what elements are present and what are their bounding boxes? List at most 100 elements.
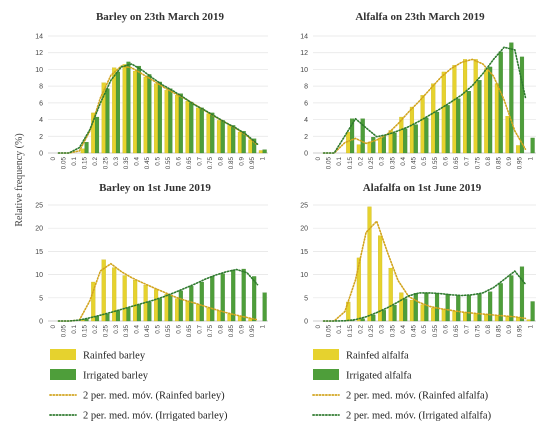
bar-irrigated bbox=[168, 88, 173, 154]
x-tick-label: 0.85 bbox=[228, 157, 235, 170]
bar-rainfed bbox=[175, 95, 180, 154]
bar-irrigated bbox=[220, 273, 225, 322]
moving-average-irrigated bbox=[322, 46, 527, 154]
bar-irrigated bbox=[189, 101, 194, 154]
x-tick-label: 0 bbox=[50, 325, 57, 329]
legend-label: Rainfed alfalfa bbox=[346, 351, 409, 362]
bar-irrigated bbox=[210, 276, 215, 322]
bar-irrigated bbox=[392, 305, 397, 322]
legend-entry: 2 per. med. móv. (Irrigated alfalfa) bbox=[312, 411, 492, 422]
chart-panel-2: Alfalfa on 23th March 2019 0 2 4 6 8 10 12 14 0 0.… bbox=[300, 11, 536, 169]
bar-rainfed bbox=[227, 125, 232, 154]
x-tick-label: 0.7 bbox=[197, 157, 204, 166]
bar-rainfed bbox=[367, 206, 372, 322]
bar-rainfed bbox=[494, 315, 499, 322]
x-tick-label: 1 bbox=[259, 157, 266, 161]
bar-irrigated bbox=[403, 298, 408, 322]
bar-irrigated bbox=[105, 88, 110, 154]
y-tick-label: 25 bbox=[300, 203, 308, 210]
x-tick-label: 0.8 bbox=[218, 325, 225, 334]
x-tick-label: 0.2 bbox=[92, 325, 99, 334]
bar-irrigated bbox=[178, 290, 183, 322]
bar-rainfed bbox=[195, 304, 201, 322]
y-tick-label: 15 bbox=[35, 249, 43, 256]
bar-irrigated bbox=[456, 98, 461, 154]
bar-irrigated bbox=[413, 124, 418, 154]
x-tick-label: 0.3 bbox=[379, 325, 386, 334]
legend-entry: Rainfed alfalfa bbox=[313, 349, 409, 362]
bar-rainfed bbox=[441, 71, 446, 154]
x-tick-label: 0.15 bbox=[81, 325, 88, 338]
legend-entry: Irrigated barley bbox=[50, 369, 149, 382]
bar-irrigated bbox=[157, 81, 162, 154]
bar-rainfed bbox=[356, 144, 361, 154]
bar-irrigated bbox=[189, 286, 194, 322]
x-tick-label: 0.25 bbox=[102, 157, 109, 170]
moving-average-irrigated bbox=[322, 269, 527, 322]
legend-2: Rainfed alfalfa Irrigated alfalfa 2 per. m… bbox=[312, 349, 492, 422]
bar-irrigated bbox=[530, 301, 535, 322]
y-tick-label: 0 bbox=[39, 319, 43, 326]
y-tick-label: 10 bbox=[35, 272, 43, 279]
x-tick-label: 0.85 bbox=[496, 325, 503, 338]
x-tick-label: 0.5 bbox=[421, 325, 428, 334]
bar-irrigated bbox=[241, 131, 246, 154]
x-tick-label: 0.6 bbox=[442, 157, 449, 166]
bar-rainfed bbox=[237, 316, 242, 322]
legend-entry: 2 per. med. móv. (Irrigated barley) bbox=[49, 411, 228, 422]
x-tick-label: 0.6 bbox=[176, 157, 183, 166]
y-tick-label: 0 bbox=[304, 319, 308, 326]
x-tick-label: 0.1 bbox=[336, 157, 343, 166]
bar-irrigated bbox=[350, 118, 355, 154]
x-tick-label: 0.9 bbox=[506, 157, 513, 166]
bar-rainfed bbox=[216, 120, 222, 154]
x-tick-label: 0.5 bbox=[421, 157, 428, 166]
y-tick-label: 0 bbox=[304, 151, 308, 158]
y-tick-label: 20 bbox=[35, 226, 43, 233]
x-tick-label: 0.65 bbox=[453, 325, 460, 338]
bar-rainfed bbox=[526, 319, 531, 322]
y-tick-label: 6 bbox=[39, 100, 43, 107]
x-tick-label: 0.05 bbox=[326, 157, 333, 170]
x-tick-label: 0.2 bbox=[92, 157, 99, 166]
x-tick-label: 0.15 bbox=[81, 157, 88, 170]
bar-irrigated bbox=[434, 293, 440, 322]
x-tick-label: 0.9 bbox=[506, 325, 513, 334]
x-tick-label: 0.35 bbox=[123, 325, 130, 338]
bar-irrigated bbox=[371, 136, 376, 154]
bar-rainfed bbox=[409, 299, 415, 322]
bar-rainfed bbox=[91, 281, 96, 322]
y-tick-label: 10 bbox=[300, 67, 308, 74]
x-tick-label: 0.7 bbox=[464, 157, 471, 166]
x-tick-label: 0.4 bbox=[134, 157, 141, 166]
bar-rainfed bbox=[133, 70, 138, 154]
legend-swatch bbox=[313, 369, 339, 380]
x-tick-label: 0.45 bbox=[411, 157, 418, 170]
legend-1: Rainfed barley Irrigated barley 2 per. med… bbox=[49, 349, 228, 422]
x-tick-label: 0.2 bbox=[357, 157, 364, 166]
bar-irrigated bbox=[360, 318, 365, 322]
bar-irrigated bbox=[105, 313, 110, 322]
x-tick-label: 0 bbox=[315, 157, 322, 161]
y-tick-label: 25 bbox=[35, 203, 43, 210]
x-tick-label: 0.45 bbox=[144, 157, 151, 170]
x-tick-label: 0.45 bbox=[144, 325, 151, 338]
bar-rainfed bbox=[164, 293, 169, 322]
bar-rainfed bbox=[431, 83, 436, 154]
x-tick-label: 0.6 bbox=[442, 325, 449, 334]
x-tick-label: 0.2 bbox=[357, 325, 364, 334]
bar-irrigated bbox=[126, 307, 131, 322]
bar-rainfed bbox=[378, 137, 383, 154]
x-tick-label: 0.7 bbox=[197, 325, 204, 334]
bar-rainfed bbox=[356, 257, 361, 322]
bar-irrigated bbox=[477, 80, 482, 154]
bar-rainfed bbox=[399, 116, 404, 154]
x-tick-label: 0.15 bbox=[347, 325, 354, 338]
x-tick-label: 0 bbox=[50, 157, 57, 161]
y-tick-label: 8 bbox=[304, 84, 308, 91]
bar-rainfed bbox=[516, 145, 521, 154]
bar-rainfed bbox=[399, 292, 404, 322]
x-tick-label: 0.55 bbox=[432, 157, 439, 170]
moving-average-rainfed bbox=[57, 262, 259, 322]
y-tick-label: 5 bbox=[39, 295, 43, 302]
